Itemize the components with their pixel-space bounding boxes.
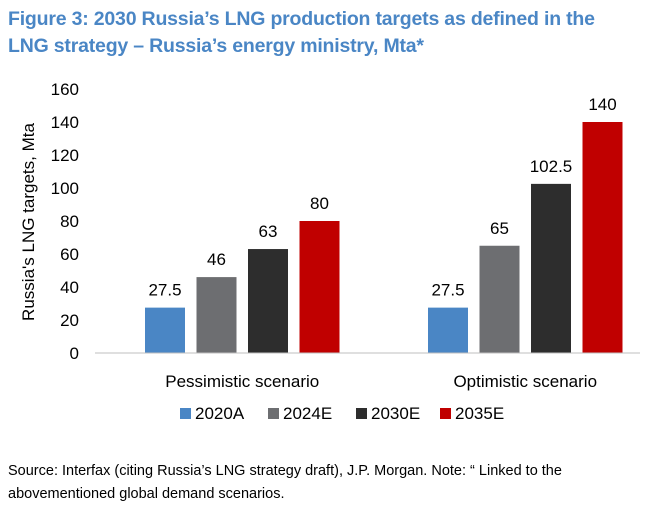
legend-label-2024e: 2024E xyxy=(283,404,332,423)
bar-value-label: 27.5 xyxy=(148,281,181,300)
legend-swatch-2035e xyxy=(440,408,451,419)
y-tick-label: 80 xyxy=(60,212,79,231)
legend-label-2030e: 2030E xyxy=(371,404,420,423)
y-tick-label: 60 xyxy=(60,245,79,264)
bar-series xyxy=(145,122,623,353)
legend-swatch-2030e xyxy=(356,408,367,419)
legend-swatch-2024e xyxy=(268,408,279,419)
y-tick-label: 120 xyxy=(51,146,79,165)
bar-2020a-optimistic xyxy=(428,307,468,353)
x-axis-category-labels: Pessimistic scenario Optimistic scenario xyxy=(165,372,597,391)
bar-value-label: 65 xyxy=(490,219,509,238)
bar-2035e-optimistic xyxy=(582,122,623,353)
bar-data-labels: 27.5 46 63 80 27.5 65 102.5 140 xyxy=(148,95,616,300)
bar-value-label: 140 xyxy=(588,95,616,114)
y-tick-label: 40 xyxy=(60,278,79,297)
legend-label-2020a: 2020A xyxy=(195,404,245,423)
y-axis-ticks: 0 20 40 60 80 100 120 140 160 xyxy=(51,80,79,363)
bar-2035e-pessimistic xyxy=(299,221,340,353)
bar-2020a-pessimistic xyxy=(145,307,185,353)
source-note: Source: Interfax (citing Russia’s LNG st… xyxy=(8,463,562,502)
bar-2030e-pessimistic xyxy=(248,249,288,353)
legend-label-2035e: 2035E xyxy=(455,404,504,423)
figure-title: Figure 3: 2030 Russia’s LNG production t… xyxy=(8,8,595,57)
y-tick-label: 0 xyxy=(70,344,79,363)
legend-swatch-2020a xyxy=(180,408,191,419)
y-tick-label: 20 xyxy=(60,311,79,330)
y-tick-label: 160 xyxy=(51,80,79,99)
bar-chart: Russia's LNG targets, Mta 0 20 40 60 80 100 12… xyxy=(19,80,640,423)
bar-value-label: 27.5 xyxy=(431,281,464,300)
bar-value-label: 63 xyxy=(259,222,278,241)
bar-value-label: 102.5 xyxy=(530,157,573,176)
bar-2024e-optimistic xyxy=(479,245,520,353)
legend: 2020A 2024E 2030E 2035E xyxy=(180,404,504,423)
y-axis-label: Russia's LNG targets, Mta xyxy=(19,123,38,321)
y-tick-label: 100 xyxy=(51,179,79,198)
bar-value-label: 80 xyxy=(310,194,329,213)
bar-2030e-optimistic xyxy=(531,183,571,353)
y-tick-label: 140 xyxy=(51,113,79,132)
bar-value-label: 46 xyxy=(207,250,226,269)
x-category-label: Optimistic scenario xyxy=(453,372,597,391)
bar-2024e-pessimistic xyxy=(196,277,237,353)
x-category-label: Pessimistic scenario xyxy=(165,372,319,391)
